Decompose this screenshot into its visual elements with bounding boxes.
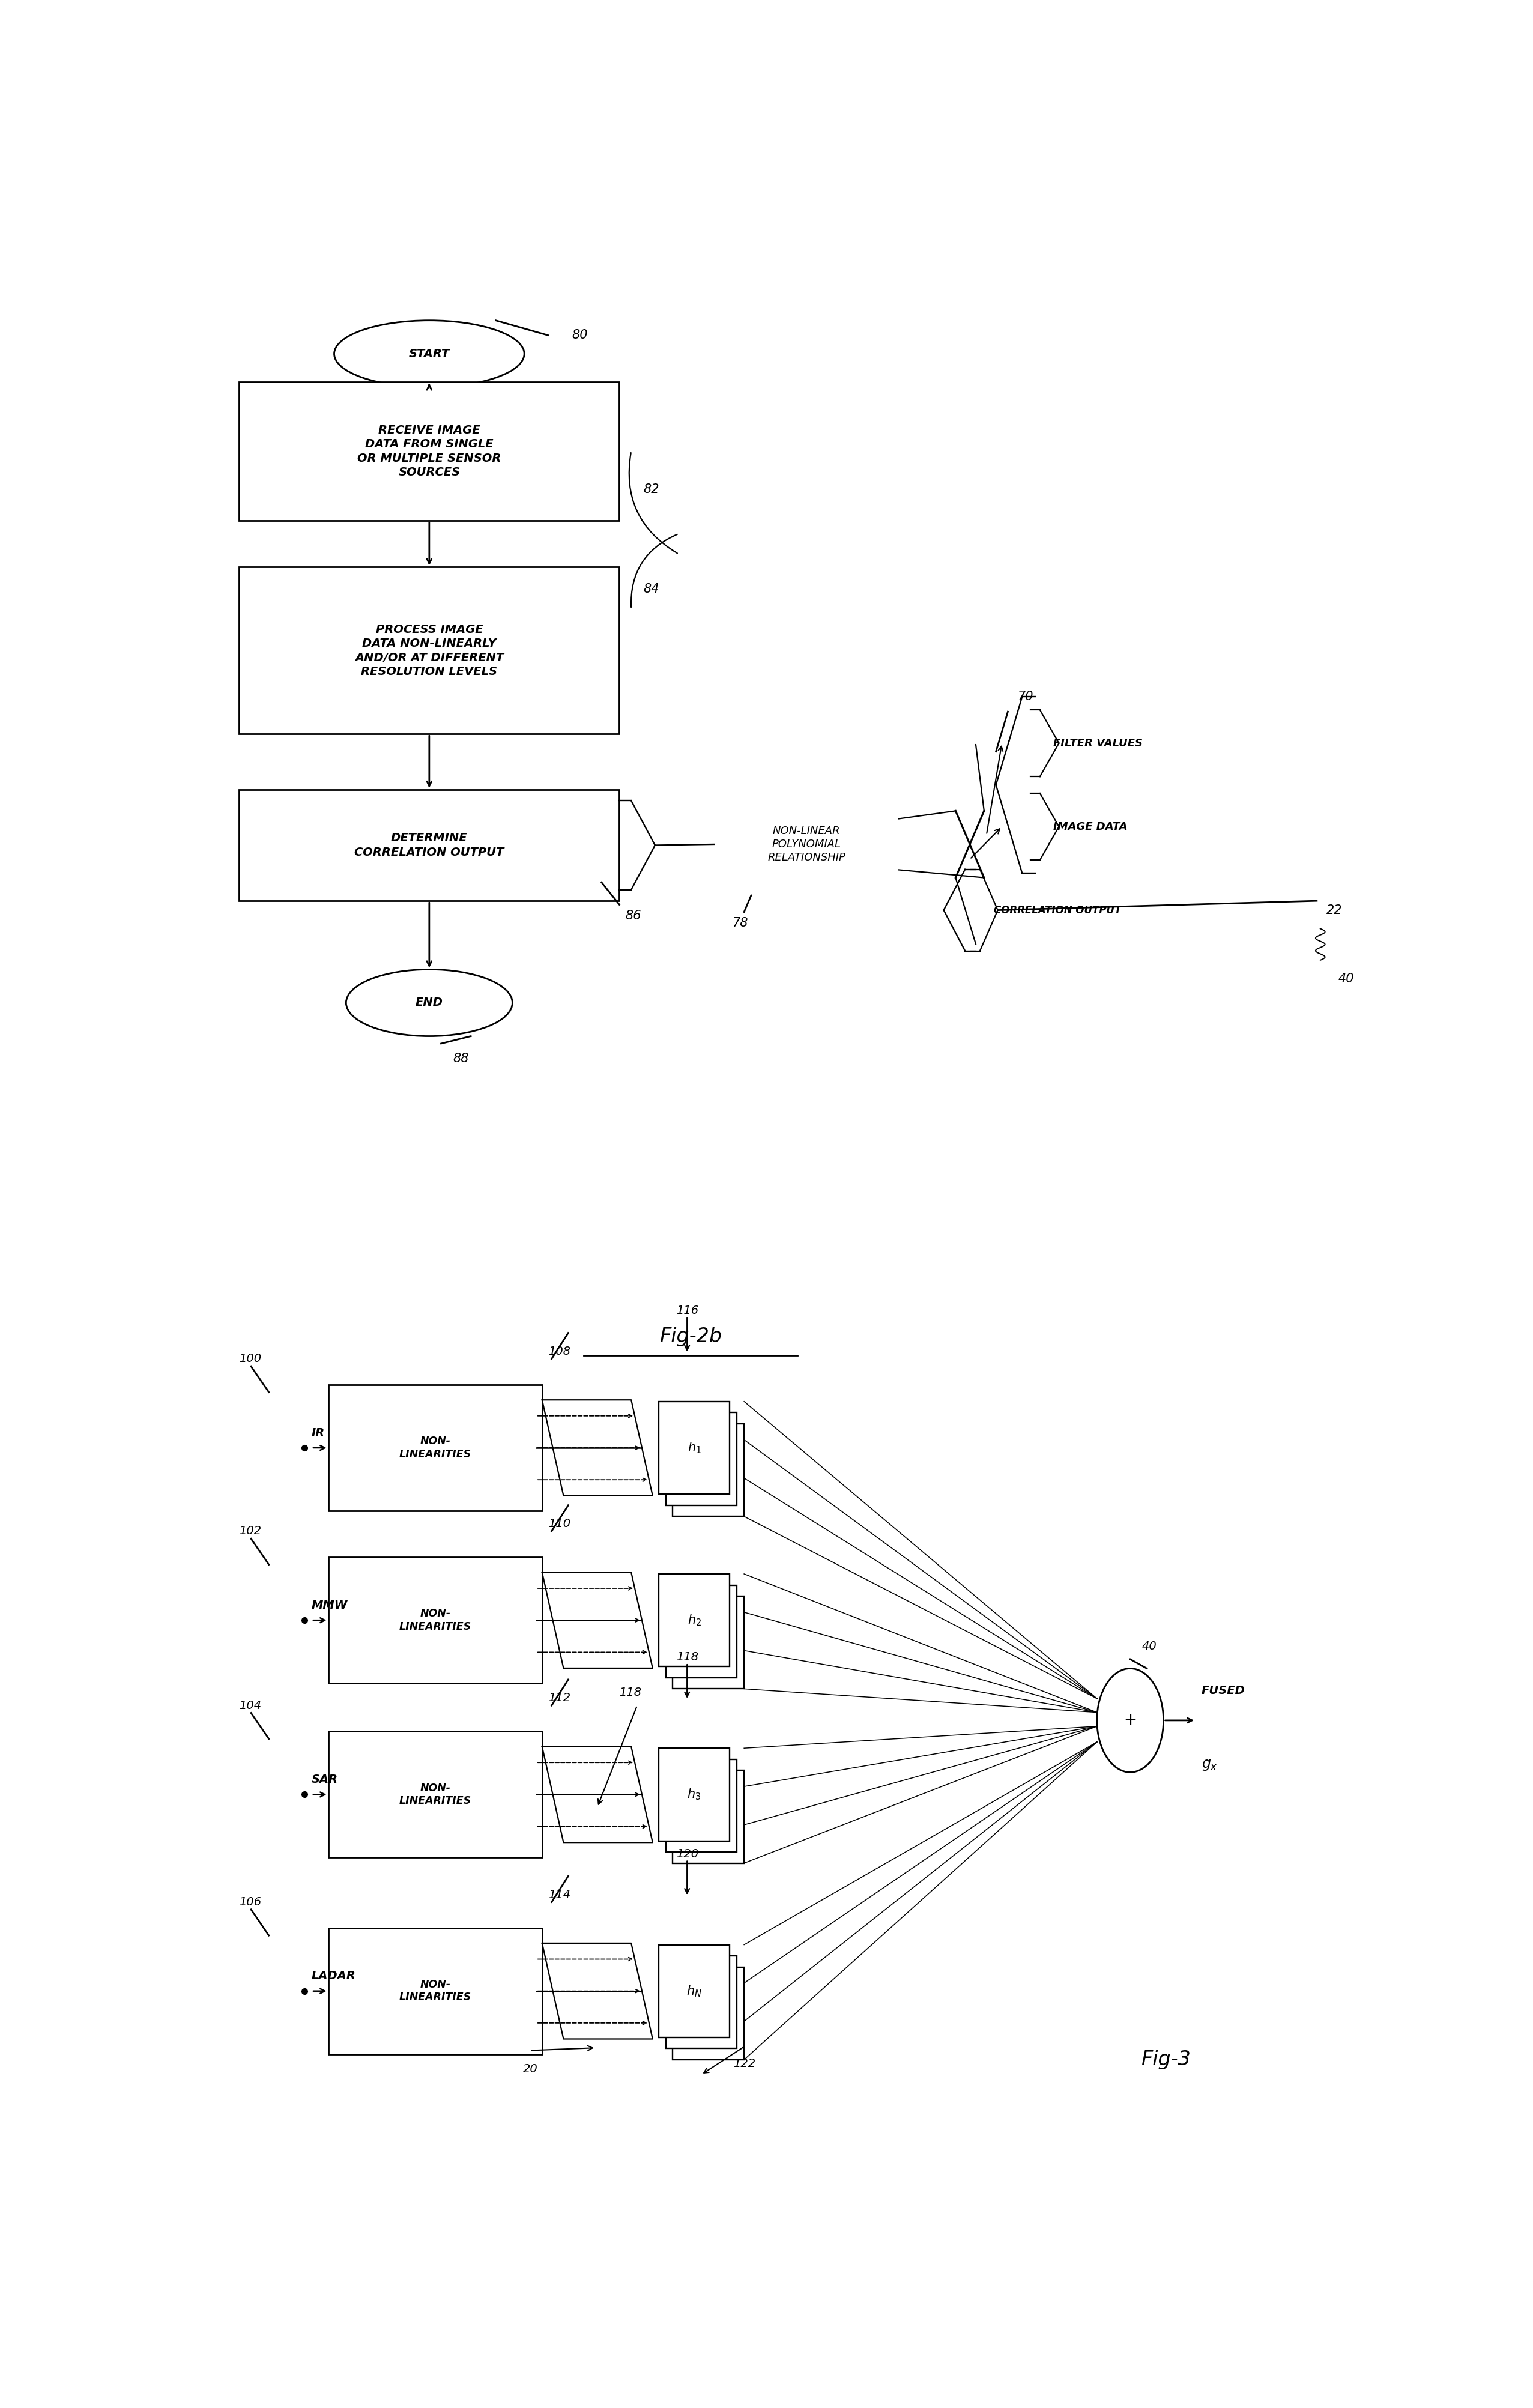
Text: NON-
LINEARITIES: NON- LINEARITIES: [399, 1609, 471, 1633]
Text: $h_{1}$: $h_{1}$: [687, 1440, 701, 1454]
Text: FILTER VALUES: FILTER VALUES: [1053, 737, 1142, 749]
Text: 70: 70: [1018, 691, 1033, 703]
Bar: [328, 1731, 543, 1857]
Text: 84: 84: [644, 583, 659, 595]
Text: 20: 20: [523, 2064, 538, 2076]
Text: 112: 112: [549, 1693, 570, 1705]
Text: NON-LINEAR
POLYNOMIAL
RELATIONSHIP: NON-LINEAR POLYNOMIAL RELATIONSHIP: [768, 826, 845, 862]
Text: START: START: [409, 349, 449, 359]
Text: +: +: [1124, 1712, 1137, 1729]
Bar: [239, 383, 619, 520]
Text: FUSED: FUSED: [1202, 1686, 1245, 1695]
Text: 118: 118: [619, 1688, 642, 1698]
Text: PROCESS IMAGE
DATA NON-LINEARLY
AND/OR AT DIFFERENT
RESOLUTION LEVELS: PROCESS IMAGE DATA NON-LINEARLY AND/OR A…: [354, 624, 504, 677]
Text: NON-
LINEARITIES: NON- LINEARITIES: [399, 1435, 471, 1459]
Bar: [239, 568, 619, 734]
Text: 114: 114: [549, 1888, 570, 1900]
Text: 22: 22: [1326, 903, 1343, 915]
Text: 122: 122: [733, 2059, 756, 2068]
Text: $h_N$: $h_N$: [687, 1984, 702, 1999]
Text: IR: IR: [311, 1428, 325, 1438]
Text: LADAR: LADAR: [311, 1970, 356, 1982]
Bar: [673, 1967, 744, 2059]
Text: DETERMINE
CORRELATION OUTPUT: DETERMINE CORRELATION OUTPUT: [354, 833, 504, 857]
Text: 40: 40: [1338, 973, 1354, 985]
Text: 118: 118: [676, 1652, 698, 1664]
Text: 120: 120: [676, 1849, 698, 1859]
Ellipse shape: [346, 970, 512, 1035]
Bar: [328, 1385, 543, 1510]
Bar: [328, 1558, 543, 1683]
Text: Fig-3: Fig-3: [1141, 2049, 1191, 2068]
Text: 40: 40: [1142, 1640, 1157, 1652]
Text: END: END: [415, 997, 443, 1009]
Text: 116: 116: [676, 1305, 698, 1317]
Text: 82: 82: [644, 484, 659, 496]
Text: 80: 80: [572, 330, 587, 342]
Bar: [659, 1946, 730, 2037]
Text: Fig-2b: Fig-2b: [659, 1327, 722, 1346]
Bar: [673, 1423, 744, 1517]
Text: 108: 108: [549, 1346, 570, 1358]
Text: $h_{2}$: $h_{2}$: [687, 1613, 701, 1628]
Text: NON-
LINEARITIES: NON- LINEARITIES: [399, 1979, 471, 2003]
Bar: [665, 1760, 737, 1852]
Text: 110: 110: [549, 1517, 570, 1529]
Text: CORRELATION OUTPUT: CORRELATION OUTPUT: [993, 905, 1121, 915]
Circle shape: [1098, 1669, 1164, 1772]
Bar: [673, 1770, 744, 1864]
Text: 106: 106: [239, 1898, 262, 1907]
Text: IMAGE DATA: IMAGE DATA: [1053, 821, 1127, 833]
Text: $h_{3}$: $h_{3}$: [687, 1787, 701, 1801]
Bar: [659, 1401, 730, 1493]
Bar: [659, 1575, 730, 1666]
Text: RECEIVE IMAGE
DATA FROM SINGLE
OR MULTIPLE SENSOR
SOURCES: RECEIVE IMAGE DATA FROM SINGLE OR MULTIP…: [357, 424, 501, 479]
Bar: [665, 1584, 737, 1678]
Text: 104: 104: [239, 1700, 262, 1712]
Bar: [673, 1597, 744, 1688]
Bar: [665, 1955, 737, 2049]
Text: NON-
LINEARITIES: NON- LINEARITIES: [399, 1782, 471, 1806]
Text: 102: 102: [239, 1527, 262, 1536]
Bar: [328, 1929, 543, 2054]
Text: 86: 86: [625, 910, 641, 922]
Text: 78: 78: [733, 917, 748, 929]
Ellipse shape: [334, 320, 524, 388]
Text: MMW: MMW: [311, 1599, 348, 1611]
Text: $g_x$: $g_x$: [1202, 1758, 1217, 1772]
Text: 100: 100: [239, 1353, 262, 1365]
Bar: [659, 1748, 730, 1840]
Text: 88: 88: [454, 1052, 469, 1064]
Text: SAR: SAR: [311, 1775, 339, 1784]
Bar: [239, 790, 619, 901]
Bar: [665, 1413, 737, 1505]
